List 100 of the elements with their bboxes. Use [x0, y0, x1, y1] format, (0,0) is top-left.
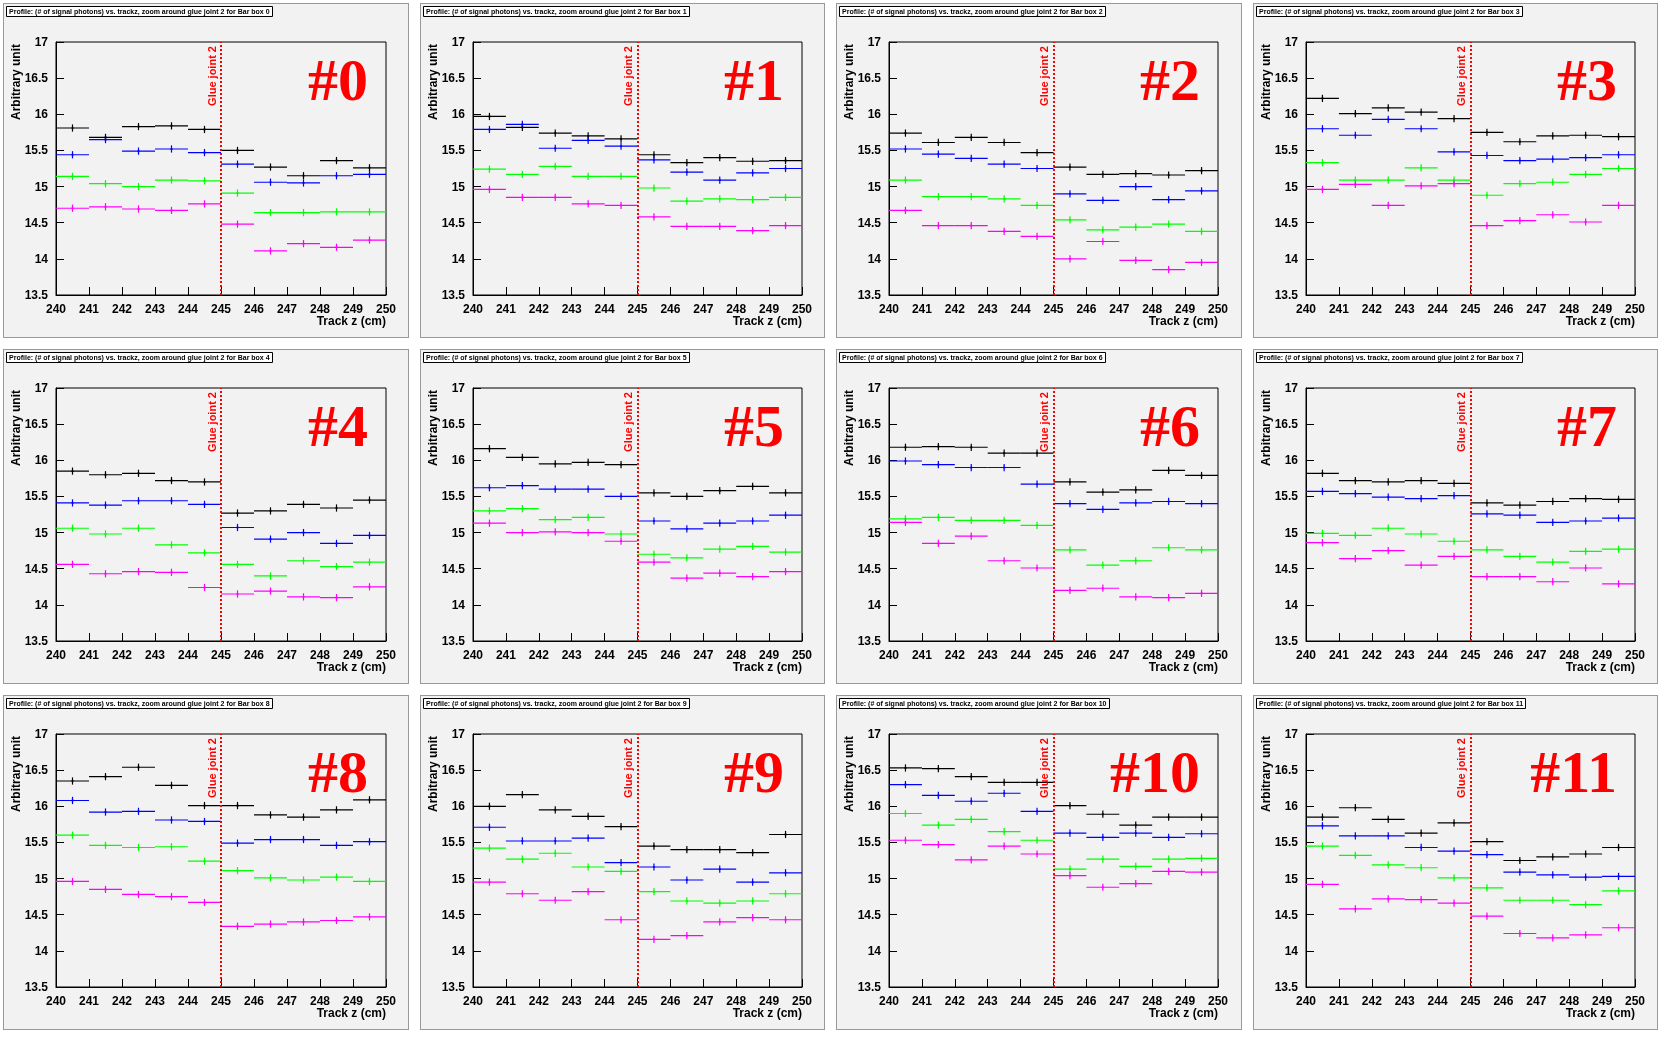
y-tick-label: 15	[34, 179, 49, 194]
y-tick-label: 14	[451, 597, 466, 612]
point	[904, 179, 907, 182]
x-tick-label: 241	[912, 302, 933, 316]
point	[335, 876, 338, 879]
x-tick-label: 249	[1175, 648, 1196, 662]
x-tick-label: 245	[627, 994, 648, 1008]
point	[203, 551, 206, 554]
x-tick-label: 248	[726, 302, 747, 316]
point	[685, 577, 688, 580]
point	[236, 192, 239, 195]
point	[368, 499, 371, 502]
point	[269, 590, 272, 593]
x-tick-label: 244	[594, 994, 615, 1008]
point	[1135, 824, 1138, 827]
x-tick-label: 250	[375, 648, 397, 662]
y-tick-label: 13.5	[441, 288, 466, 302]
x-tick-label: 240	[462, 994, 484, 1008]
point	[368, 239, 371, 242]
point	[904, 766, 907, 769]
point	[302, 181, 305, 184]
point	[1069, 480, 1072, 483]
x-tick-label: 242	[528, 994, 550, 1008]
y-tick-label: 15.5	[1274, 489, 1298, 504]
point	[718, 197, 721, 200]
point	[1069, 868, 1072, 871]
y-tick-label: 16.5	[441, 417, 466, 432]
x-tick-label: 243	[978, 994, 999, 1008]
y-tick-label: 14.5	[24, 561, 49, 576]
point	[137, 150, 140, 153]
y-tick-label: 16	[867, 107, 882, 122]
ref-line-label: Glue joint 2	[205, 738, 218, 798]
y-tick-label: 14.5	[1274, 561, 1298, 576]
x-tick-label: 249	[759, 648, 780, 662]
y-tick-label: 14.5	[857, 907, 882, 922]
x-tick-label: 244	[1427, 994, 1448, 1008]
point	[1485, 501, 1488, 504]
annotation: #10	[1110, 739, 1201, 805]
point	[1551, 873, 1554, 876]
point	[1354, 179, 1357, 182]
y-tick-label: 15	[451, 871, 466, 886]
point	[685, 556, 688, 559]
x-tick-label: 248	[726, 648, 747, 662]
point	[1419, 111, 1422, 114]
x-tick-label: 248	[1558, 994, 1580, 1008]
ref-line-label: Glue joint 2	[622, 392, 634, 452]
y-tick-label: 17	[1284, 381, 1298, 395]
point	[269, 538, 272, 541]
annotation: #4	[308, 393, 368, 459]
point	[554, 839, 557, 842]
annotation: #11	[1529, 739, 1617, 805]
x-tick-label: 250	[375, 994, 397, 1008]
y-tick-label: 14	[867, 943, 882, 958]
point	[1617, 517, 1620, 520]
point	[554, 462, 557, 465]
x-axis-title: Track z (cm)	[316, 314, 386, 328]
x-tick-label: 242	[1361, 302, 1382, 316]
y-tick-label: 16.5	[24, 71, 49, 86]
x-tick-label: 248	[1142, 302, 1163, 316]
x-tick-label: 242	[1361, 994, 1382, 1008]
y-tick-label: 14	[867, 597, 882, 612]
point	[554, 132, 557, 135]
x-axis-title: Track z (cm)	[732, 660, 802, 674]
y-tick-label: 13.5	[857, 634, 882, 648]
point	[685, 899, 688, 902]
x-tick-label: 249	[1591, 648, 1613, 662]
y-tick-label: 13.5	[1274, 634, 1298, 648]
point	[236, 593, 239, 596]
y-tick-label: 14	[1284, 597, 1298, 612]
x-tick-label: 242	[111, 648, 133, 662]
annotation: #6	[1140, 393, 1201, 459]
point	[1485, 548, 1488, 551]
point	[302, 816, 305, 819]
point	[1485, 915, 1488, 918]
point	[1200, 816, 1203, 819]
point	[1102, 858, 1105, 861]
x-tick-label: 248	[309, 994, 331, 1008]
point	[1419, 184, 1422, 187]
x-tick-label: 247	[1525, 994, 1547, 1008]
ref-line-label: Glue joint 2	[205, 392, 218, 452]
y-axis-title: Arbitrary unit	[842, 735, 857, 813]
x-tick-label: 246	[243, 648, 265, 662]
x-tick-label: 245	[210, 302, 232, 316]
point	[170, 179, 173, 182]
y-tick-label: 15	[451, 525, 466, 540]
y-tick-label: 13.5	[24, 980, 49, 994]
x-tick-label: 246	[660, 648, 681, 662]
point	[1551, 936, 1554, 939]
point	[620, 145, 623, 148]
point	[652, 866, 655, 869]
y-axis-title: Arbitrary unit	[426, 43, 440, 121]
x-tick-label: 242	[528, 648, 550, 662]
x-tick-label: 247	[693, 302, 714, 316]
y-tick-label: 16.5	[24, 763, 49, 778]
point	[1135, 488, 1138, 491]
x-tick-label: 246	[1493, 994, 1514, 1008]
x-tick-label: 249	[1175, 302, 1196, 316]
point	[904, 132, 907, 135]
point	[104, 811, 107, 814]
ref-line-label: Glue joint 2	[1454, 738, 1467, 798]
